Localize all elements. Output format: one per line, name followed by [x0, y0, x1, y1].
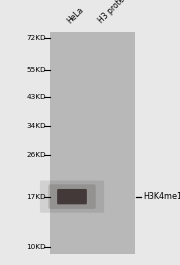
Text: 10KD: 10KD: [26, 244, 46, 250]
Text: 34KD: 34KD: [26, 123, 46, 129]
Text: 55KD: 55KD: [26, 67, 46, 73]
Text: 17KD: 17KD: [26, 195, 46, 200]
Bar: [50, 32, 135, 254]
FancyBboxPatch shape: [48, 184, 96, 209]
FancyBboxPatch shape: [40, 180, 104, 213]
Text: 26KD: 26KD: [26, 152, 46, 158]
Text: 43KD: 43KD: [26, 94, 46, 100]
Text: H3K4me1: H3K4me1: [143, 192, 180, 201]
FancyBboxPatch shape: [57, 189, 87, 204]
Text: 72KD: 72KD: [26, 36, 46, 41]
Text: H3 protein: H3 protein: [97, 0, 132, 25]
Text: HeLa: HeLa: [66, 5, 86, 25]
